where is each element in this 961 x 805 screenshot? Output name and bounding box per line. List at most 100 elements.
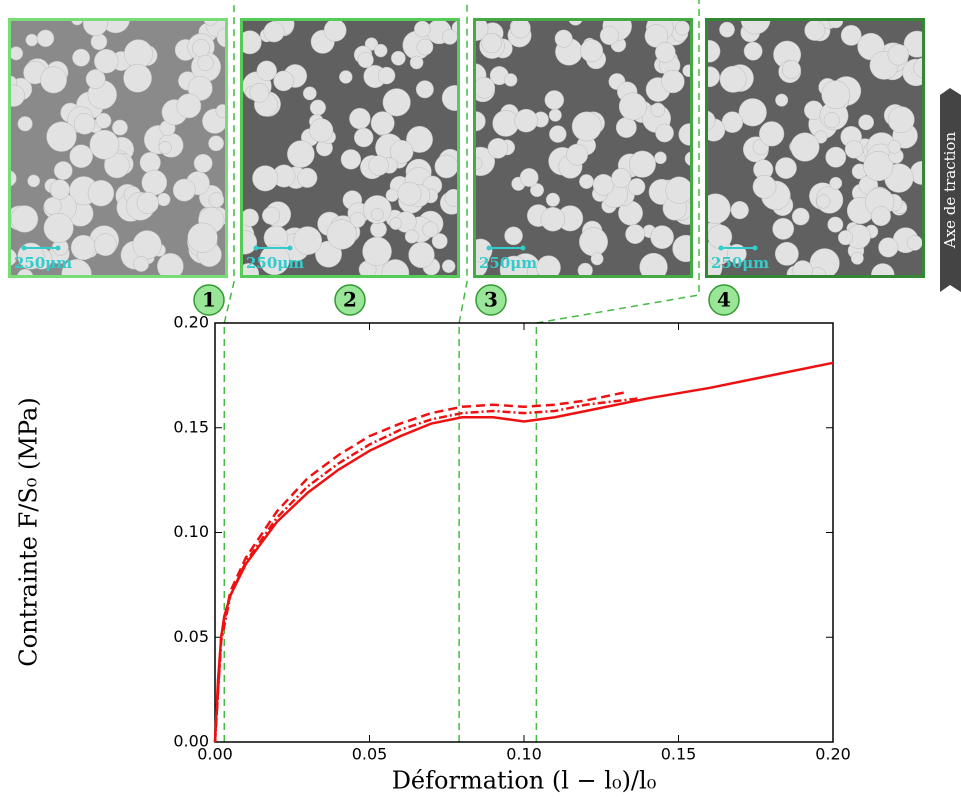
step-number: 1 — [202, 288, 216, 312]
fiber — [240, 230, 258, 255]
fiber — [444, 188, 460, 207]
fiber — [208, 135, 225, 152]
x-tick-label: 0.00 — [197, 745, 233, 764]
fiber — [549, 125, 567, 143]
fiber — [87, 179, 115, 207]
fiber — [157, 192, 171, 207]
fiber — [816, 194, 831, 209]
fiber — [408, 241, 435, 269]
fiber — [906, 235, 923, 251]
fiber — [661, 69, 685, 94]
fiber — [326, 219, 357, 250]
fiber — [40, 66, 67, 94]
x-tick-label: 0.10 — [506, 745, 542, 764]
traction-arrow — [940, 88, 961, 292]
stress-curve — [213, 361, 834, 743]
fiber — [27, 174, 41, 188]
fiber — [655, 123, 674, 143]
fiber — [719, 65, 747, 93]
fiber — [844, 140, 864, 159]
fiber — [263, 21, 285, 43]
fiber — [821, 80, 851, 110]
fiber — [504, 73, 518, 87]
fiber — [545, 192, 560, 207]
fiber — [132, 230, 162, 260]
fibers — [240, 18, 460, 278]
fiber — [90, 33, 108, 51]
fiber — [774, 241, 799, 266]
scale-label: 250μm — [14, 254, 72, 272]
fiber — [349, 211, 366, 228]
fiber — [499, 255, 529, 278]
fiber — [357, 51, 374, 69]
fibers — [8, 18, 228, 278]
fiber — [240, 208, 259, 227]
y-tick-label: 0.15 — [173, 417, 209, 436]
fiber — [599, 26, 619, 45]
fiber — [804, 19, 826, 41]
fiber — [519, 168, 539, 187]
fiber — [249, 82, 270, 103]
fiber — [548, 108, 562, 122]
fiber — [8, 84, 25, 107]
fiber — [431, 233, 448, 250]
fiber — [370, 111, 395, 136]
fiber — [176, 93, 202, 119]
fiber — [772, 217, 795, 240]
step-number: 2 — [343, 288, 357, 312]
fiber — [903, 30, 925, 58]
fiber — [193, 153, 213, 173]
fiber — [829, 176, 843, 190]
scale-bar-end — [253, 245, 259, 251]
fiber — [104, 152, 130, 179]
micrograph-panel: 250μm — [473, 18, 693, 278]
fiber — [650, 225, 674, 249]
fiber — [157, 253, 184, 278]
fiber — [293, 226, 323, 255]
step-number: 3 — [484, 288, 498, 312]
fiber — [823, 112, 840, 129]
fiber — [441, 259, 456, 274]
fiber — [790, 132, 820, 162]
fiber — [837, 230, 854, 246]
fiber — [473, 238, 493, 263]
fiber — [654, 151, 667, 165]
fiber — [256, 60, 277, 81]
stress-curve — [213, 397, 639, 743]
fiber — [297, 167, 318, 188]
fiber — [540, 207, 566, 232]
fiber — [85, 69, 106, 89]
fiber — [825, 146, 847, 168]
fiber — [259, 244, 290, 276]
fiber — [53, 161, 73, 180]
fiber — [123, 63, 152, 93]
panel-border — [8, 18, 228, 278]
scale-bar-end — [486, 245, 492, 251]
y-tick-label: 0.00 — [173, 732, 209, 751]
leader-line — [223, 0, 235, 324]
fiber — [133, 255, 150, 272]
fiber — [878, 237, 899, 258]
fiber — [381, 259, 410, 278]
scale-label: 250μm — [246, 254, 304, 272]
fiber — [94, 48, 119, 74]
fiber — [187, 222, 218, 253]
fiber — [25, 33, 39, 47]
fiber — [530, 183, 544, 198]
fiber — [566, 143, 589, 166]
fiber — [473, 18, 489, 41]
fiber — [850, 251, 864, 265]
fiber — [46, 121, 77, 152]
fiber — [674, 20, 690, 36]
fiber — [672, 234, 693, 263]
x-axis-label: Déformation (l − l₀)/l₀ — [392, 767, 657, 795]
fiber — [362, 236, 392, 267]
y-tick-label: 0.10 — [173, 522, 209, 541]
fiber — [302, 86, 317, 101]
fiber — [139, 152, 161, 174]
fiber — [82, 18, 108, 37]
y-tick-label: 0.20 — [173, 313, 209, 332]
fiber — [414, 20, 431, 38]
step-number: 4 — [717, 288, 731, 312]
